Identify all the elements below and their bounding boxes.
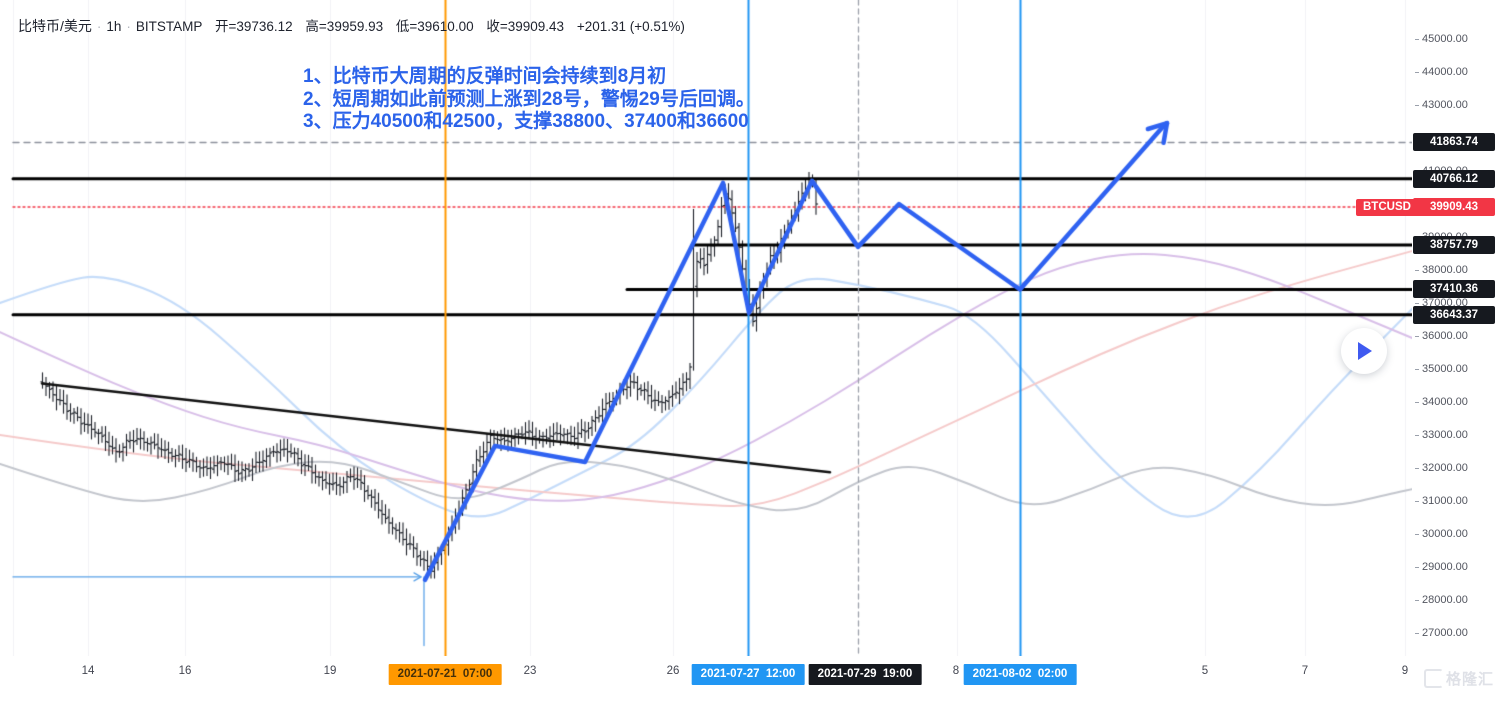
note-line-1: 1、比特币大周期的反弹时间会持续到8月初 (303, 66, 667, 87)
time-tick-label: 8 (952, 665, 960, 677)
price-tick-label: 44000.00 (1415, 66, 1468, 78)
price-tick-label: 30000.00 (1415, 528, 1468, 540)
price-level-label: 36643.37 (1413, 305, 1495, 324)
symbol-title[interactable]: 比特币/美元 (18, 18, 92, 34)
time-event-label: 2021-07-27 12:00 (691, 664, 805, 685)
price-level-label: 40766.12 (1413, 169, 1495, 188)
note-line-2: 2、短周期如此前预测上涨到28号，警惕29号后回调。 (303, 88, 755, 110)
high-value: 高=39959.93 (305, 19, 384, 34)
symbol-price-flag: BTCUSD (1356, 199, 1418, 216)
symbol-header: 比特币/美元 · 1h · BITSTAMP 开=39736.12 高=39959.93… (18, 15, 685, 36)
interval-label[interactable]: 1h (106, 19, 122, 34)
price-tick-label: 45000.00 (1415, 33, 1468, 45)
time-tick-label: 19 (323, 665, 337, 677)
time-tick-label: 5 (1201, 665, 1209, 677)
price-tick-label: 34000.00 (1415, 396, 1468, 408)
time-tick-label: 7 (1301, 665, 1309, 677)
play-button[interactable] (1341, 328, 1387, 374)
price-level-label: 39909.43 (1413, 197, 1495, 216)
price-tick-label: 43000.00 (1415, 99, 1468, 111)
price-tick-label: 35000.00 (1415, 363, 1468, 375)
time-event-label: 2021-08-02 02:00 (963, 664, 1077, 685)
watermark: 格隆汇 (1424, 668, 1494, 689)
price-tick-label: 29000.00 (1415, 561, 1468, 573)
price-tick-label: 27000.00 (1415, 627, 1468, 639)
time-event-label: 2021-07-29 19:00 (808, 664, 922, 685)
price-axis[interactable]: 45000.0044000.0043000.0041000.0039000.00… (1412, 0, 1498, 656)
time-event-label: 2021-07-21 07:00 (388, 664, 502, 685)
price-tick-label: 33000.00 (1415, 429, 1468, 441)
exchange-label: BITSTAMP (135, 19, 203, 34)
gelonghui-logo-icon (1424, 669, 1443, 688)
close-value: 收=39909.43 (486, 19, 565, 34)
price-tick-label: 36000.00 (1415, 330, 1468, 342)
time-tick-label: 9 (1401, 665, 1409, 677)
analysis-note[interactable]: 1、比特币大周期的反弹时间会持续到8月初 2、短周期如此前预测上涨到28号，警惕… (303, 66, 755, 134)
price-level-label: 37410.36 (1413, 280, 1495, 299)
time-tick-label: 23 (523, 665, 537, 677)
separator-dot: · (96, 19, 102, 34)
change-value: +201.31 (+0.51%) (576, 19, 685, 34)
low-value: 低=39610.00 (395, 19, 474, 34)
price-tick-label: 38000.00 (1415, 264, 1468, 276)
time-tick-label: 26 (666, 665, 680, 677)
price-tick-label: 31000.00 (1415, 495, 1468, 507)
play-icon (1358, 342, 1372, 360)
price-tick-label: 32000.00 (1415, 462, 1468, 474)
time-tick-label: 14 (81, 665, 95, 677)
price-level-label: 38757.79 (1413, 235, 1495, 254)
note-line-3: 3、压力40500和42500，支撑38800、37400和36600 (303, 111, 749, 132)
time-tick-label: 16 (178, 665, 192, 677)
price-level-label: 41863.74 (1413, 133, 1495, 152)
open-value: 开=39736.12 (214, 19, 293, 34)
price-tick-label: 28000.00 (1415, 594, 1468, 606)
separator-dot: · (126, 19, 131, 34)
time-axis[interactable]: 14 16 19 23 26 8 5 7 9 2021-07-21 07:00 2021-07-27… (0, 656, 1498, 702)
watermark-text: 格隆汇 (1446, 671, 1495, 688)
